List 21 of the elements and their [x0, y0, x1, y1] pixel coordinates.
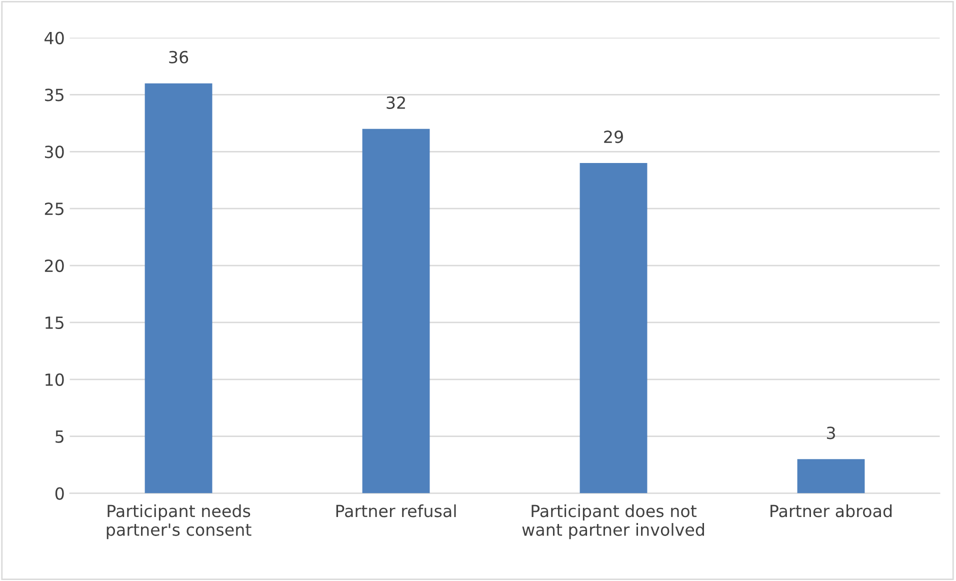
bar — [144, 83, 212, 494]
y-tick-label: 40 — [44, 32, 64, 44]
bar — [580, 163, 648, 494]
y-tick-label: 10 — [46, 373, 64, 386]
bar — [362, 128, 430, 494]
data-label: 29 — [604, 130, 623, 144]
x-tick-label: Partner refusal — [336, 504, 456, 518]
x-tick-label: Participant does not want partner involved — [522, 504, 704, 540]
y-tick-label: 0 — [55, 487, 64, 500]
y-tick-label: 5 — [56, 430, 64, 443]
y-tick-label: 15 — [46, 316, 64, 330]
bar — [797, 459, 865, 494]
y-tick-label: 30 — [44, 146, 64, 158]
data-label: 32 — [386, 96, 405, 109]
x-tick-label: Partner abroad — [770, 504, 892, 518]
y-tick-label: 20 — [44, 259, 64, 272]
data-label: 3 — [826, 426, 835, 440]
y-tick-label: 35 — [44, 88, 64, 102]
x-tick-label: Participant needs partner's consent — [106, 504, 252, 540]
data-label: 36 — [169, 50, 188, 64]
y-tick-label: 25 — [44, 202, 64, 216]
